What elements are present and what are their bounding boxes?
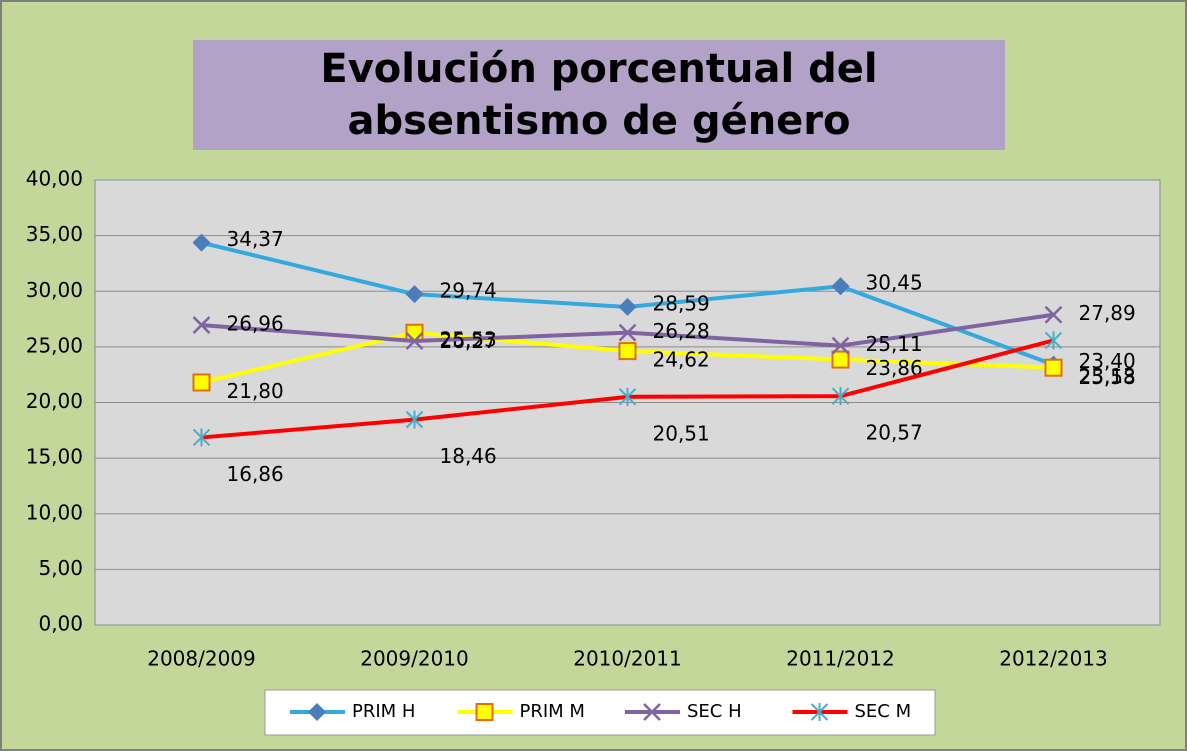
marker (618, 387, 637, 406)
marker (192, 373, 211, 392)
data-label: 26,28 (653, 319, 710, 343)
x-tick-label: 2012/2013 (999, 647, 1108, 671)
marker (831, 277, 850, 296)
data-label: 27,89 (1079, 301, 1136, 325)
x-tick-label: 2011/2012 (786, 647, 895, 671)
data-label: 24,62 (653, 348, 710, 372)
marker (405, 410, 424, 429)
legend-label: PRIM M (520, 701, 585, 722)
y-tick-label: 5,00 (38, 556, 83, 580)
marker (192, 233, 211, 252)
data-label: 26,96 (227, 312, 284, 336)
legend-label: SEC H (687, 701, 742, 722)
data-label: 23,13 (1079, 364, 1136, 388)
marker (308, 703, 326, 721)
marker (618, 323, 637, 342)
marker (831, 336, 850, 355)
x-tick-label: 2010/2011 (573, 647, 682, 671)
y-tick-label: 15,00 (26, 445, 83, 469)
data-label: 34,37 (227, 227, 284, 251)
y-tick-label: 25,00 (26, 333, 83, 357)
data-label: 25,11 (866, 332, 923, 356)
x-tick-label: 2008/2009 (147, 647, 256, 671)
marker (405, 332, 424, 350)
marker (405, 323, 424, 342)
y-tick-label: 0,00 (38, 612, 83, 636)
marker (1044, 331, 1063, 350)
y-tick-label: 20,00 (26, 389, 83, 413)
marker (831, 387, 850, 406)
data-label: 23,40 (1079, 349, 1136, 373)
data-label: 25,53 (440, 327, 497, 351)
data-label: 20,51 (653, 421, 710, 445)
marker (405, 285, 424, 304)
marker (192, 428, 211, 447)
marker (810, 703, 829, 721)
marker (618, 342, 637, 361)
marker (475, 703, 494, 721)
marker (831, 350, 850, 369)
data-label: 29,74 (440, 279, 497, 303)
marker (192, 316, 211, 334)
chart-title: Evolución porcentual del absentismo de g… (193, 40, 1005, 150)
data-label: 21,80 (227, 379, 284, 403)
data-label: 30,45 (866, 271, 923, 295)
legend-label: PRIM H (352, 701, 415, 722)
data-label: 28,59 (653, 291, 710, 315)
marker (618, 297, 637, 316)
y-tick-label: 10,00 (26, 500, 83, 524)
data-label: 16,86 (227, 462, 284, 486)
marker (1044, 358, 1063, 377)
y-tick-label: 35,00 (26, 222, 83, 246)
x-tick-label: 2009/2010 (360, 647, 469, 671)
marker (643, 703, 661, 721)
y-tick-label: 40,00 (26, 167, 83, 191)
data-label: 20,57 (866, 421, 923, 445)
legend-label: SEC M (855, 701, 912, 722)
y-tick-label: 30,00 (26, 278, 83, 302)
marker (1044, 305, 1063, 324)
data-label: 25,58 (1079, 365, 1136, 389)
data-label: 18,46 (440, 444, 497, 468)
